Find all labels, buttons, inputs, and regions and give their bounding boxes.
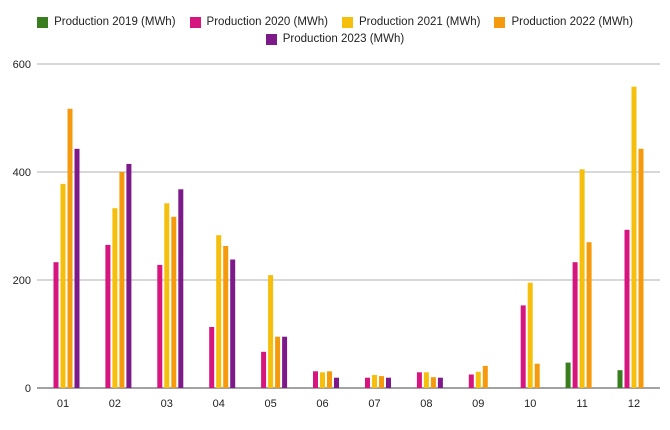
bar-12-series-0[interactable] — [617, 370, 623, 388]
legend-row-1: Production 2019 (MWh) Production 2020 (M… — [0, 14, 670, 31]
x-tick-label: 01 — [57, 398, 69, 410]
bar-11-series-1[interactable] — [572, 262, 578, 388]
x-tick-label: 05 — [265, 398, 277, 410]
x-tick-label: 02 — [109, 398, 121, 410]
bar-01-series-3[interactable] — [67, 108, 73, 389]
bar-09-series-2[interactable] — [475, 371, 481, 388]
x-tick-label: 10 — [524, 398, 536, 410]
bar-03-series-1[interactable] — [157, 264, 163, 388]
x-tick-label: 08 — [420, 398, 432, 410]
bar-10-series-1[interactable] — [520, 305, 526, 388]
bar-02-series-3[interactable] — [119, 172, 125, 388]
bar-05-series-4[interactable] — [282, 336, 288, 388]
bar-06-series-1[interactable] — [313, 371, 318, 388]
x-tick-label: 06 — [316, 398, 328, 410]
bar-11-series-3[interactable] — [586, 242, 592, 388]
bar-06-series-2[interactable] — [320, 372, 325, 388]
legend-label-2022: Production 2022 (MWh) — [511, 16, 633, 28]
bar-04-series-2[interactable] — [216, 235, 222, 388]
legend-swatch-2023 — [265, 34, 277, 45]
x-tick-label: 04 — [213, 398, 225, 410]
bar-07-series-4[interactable] — [386, 377, 391, 388]
y-tick-label: 200 — [13, 275, 31, 287]
bar-11-series-0[interactable] — [565, 362, 571, 388]
bar-07-series-3[interactable] — [379, 376, 384, 388]
bar-02-series-4[interactable] — [126, 163, 132, 388]
x-axis-ticks: 01 02 03 04 05 06 07 08 09 10 11 12 — [57, 398, 640, 410]
y-axis-ticks: 0 200 400 600 — [13, 59, 31, 395]
bar-06-series-4[interactable] — [334, 377, 339, 388]
bar-08-series-4[interactable] — [437, 377, 443, 388]
bar-12-series-3[interactable] — [638, 148, 644, 388]
bar-03-series-3[interactable] — [171, 216, 177, 388]
gridlines — [37, 63, 660, 389]
legend-item-2020[interactable]: Production 2020 (MWh) — [189, 14, 328, 31]
legend-swatch-2019 — [37, 17, 49, 28]
legend-row-2: Production 2023 (MWh) — [0, 31, 670, 48]
bar-01-series-1[interactable] — [53, 262, 59, 388]
bar-04-series-1[interactable] — [209, 327, 215, 388]
bar-04-series-4[interactable] — [230, 259, 236, 389]
legend-swatch-2022 — [494, 17, 506, 28]
legend-swatch-2020 — [189, 17, 201, 28]
x-tick-label: 12 — [628, 398, 640, 410]
bar-05-series-2[interactable] — [268, 275, 274, 388]
bar-03-series-2[interactable] — [164, 203, 170, 388]
y-tick-label: 600 — [13, 59, 31, 71]
bar-05-series-1[interactable] — [261, 351, 267, 388]
legend: Production 2019 (MWh) Production 2020 (M… — [0, 14, 670, 48]
bar-01-series-4[interactable] — [74, 148, 80, 388]
x-tick-label: 07 — [368, 398, 380, 410]
bar-12-series-1[interactable] — [624, 229, 630, 388]
legend-label-2020: Production 2020 (MWh) — [206, 16, 328, 28]
bars — [53, 86, 644, 389]
bar-02-series-1[interactable] — [105, 244, 111, 388]
bar-08-series-1[interactable] — [416, 372, 422, 388]
bar-08-series-2[interactable] — [423, 372, 429, 388]
bar-06-series-3[interactable] — [327, 371, 332, 388]
y-tick-label: 400 — [13, 167, 31, 179]
legend-item-2021[interactable]: Production 2021 (MWh) — [342, 14, 480, 31]
bar-08-series-3[interactable] — [430, 377, 436, 388]
bar-11-series-2[interactable] — [579, 169, 585, 388]
bar-03-series-4[interactable] — [178, 189, 184, 388]
bar-07-series-1[interactable] — [365, 377, 370, 388]
bar-09-series-1[interactable] — [468, 374, 474, 389]
bar-01-series-2[interactable] — [60, 183, 66, 388]
y-tick-label: 0 — [25, 383, 31, 395]
legend-label-2021: Production 2021 (MWh) — [359, 16, 481, 28]
x-tick-label: 09 — [472, 398, 484, 410]
bar-12-series-2[interactable] — [631, 86, 637, 388]
x-tick-label: 11 — [576, 398, 587, 410]
legend-label-2019: Production 2019 (MWh) — [54, 16, 176, 28]
legend-label-2023: Production 2023 (MWh) — [282, 33, 405, 45]
bar-07-series-2[interactable] — [372, 375, 377, 388]
legend-swatch-2021 — [342, 17, 353, 28]
legend-item-2023[interactable]: Production 2023 (MWh) — [265, 31, 405, 48]
bar-09-series-3[interactable] — [482, 365, 488, 388]
x-tick-label: 03 — [161, 398, 173, 410]
legend-item-2022[interactable]: Production 2022 (MWh) — [494, 14, 633, 31]
bar-10-series-2[interactable] — [527, 282, 533, 388]
bar-05-series-3[interactable] — [275, 336, 281, 388]
bar-04-series-3[interactable] — [223, 246, 229, 388]
bar-10-series-3[interactable] — [534, 363, 540, 388]
legend-item-2019[interactable]: Production 2019 (MWh) — [37, 14, 176, 31]
bar-02-series-2[interactable] — [112, 208, 118, 388]
